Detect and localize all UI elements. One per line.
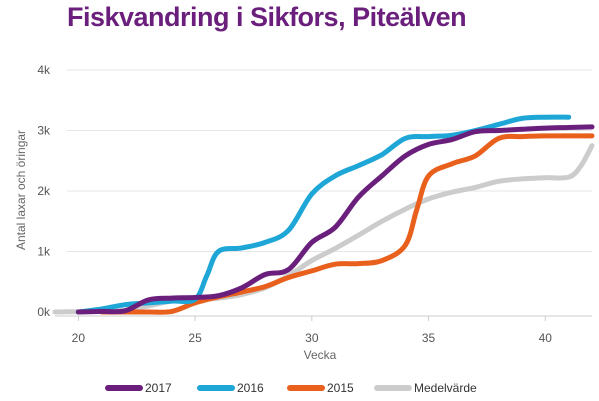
series-line-2015 [99,133,595,315]
x-tick-label: 20 [72,331,86,345]
x-tick-label: 35 [422,331,436,345]
y-tick-label: 4k [37,63,51,77]
gridlines [67,69,592,252]
series-line-2016 [75,114,572,315]
chart-title: Fiskvandring i Sikfors, Piteälven [67,2,467,32]
series-line-medelv-rde [52,143,595,315]
series-line-2017 [75,124,595,315]
x-tick-label: 30 [305,331,319,345]
legend-label: 2015 [327,381,354,395]
y-tick-label: 3k [37,124,51,138]
y-axis-title: Antal laxar och öringar [14,130,28,250]
y-tick-label: 1k [37,245,51,259]
y-tick-label: 2k [37,184,51,198]
axes: 0k 1k 2k 3k 4k 20 25 30 35 40 [37,63,592,345]
legend-label: Medelvärde [414,381,477,395]
x-axis-title: Vecka [304,348,337,362]
y-tick-label: 0k [37,305,51,319]
x-tick-label: 25 [188,331,202,345]
series-lines [52,114,595,315]
legend-label: 2017 [145,381,172,395]
legend: 2017 2016 2015 Medelvärde [105,381,477,395]
x-tick-label: 40 [539,331,553,345]
legend-label: 2016 [237,381,264,395]
